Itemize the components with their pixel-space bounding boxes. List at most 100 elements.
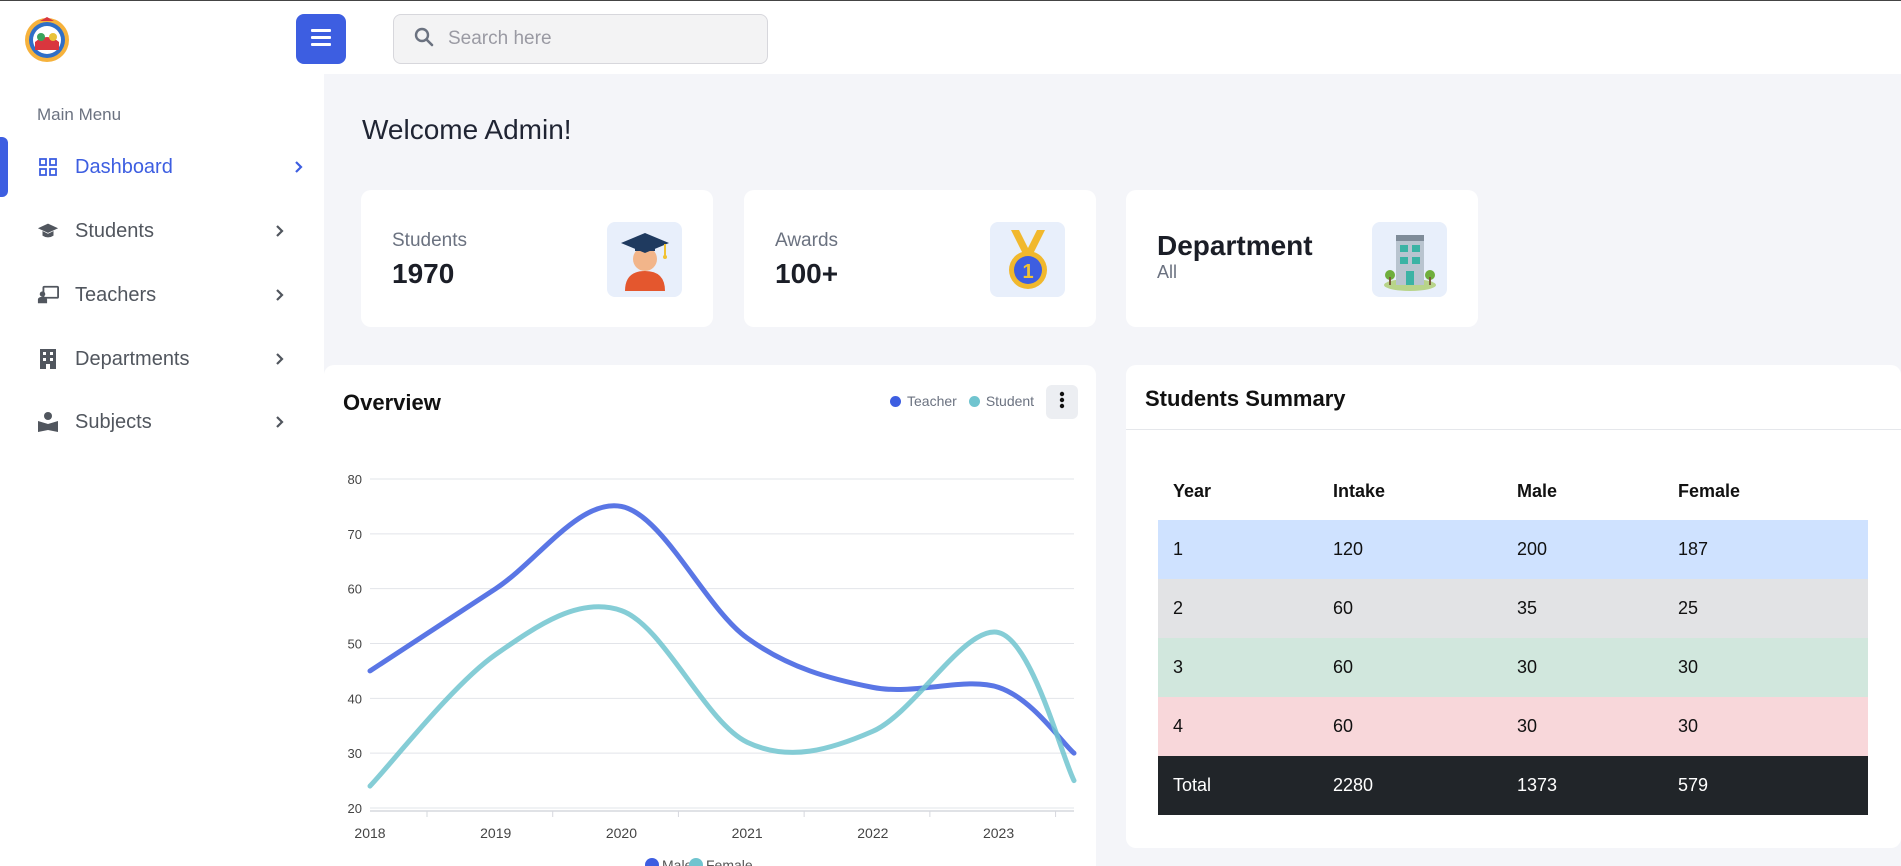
building-icon bbox=[37, 348, 59, 370]
y-tick-label: 40 bbox=[348, 691, 362, 706]
series-line-male bbox=[367, 503, 1077, 756]
svg-text:1: 1 bbox=[1022, 261, 1033, 283]
table-cell: 30 bbox=[1678, 716, 1699, 736]
table-cell: Total bbox=[1173, 775, 1212, 795]
students-summary-card: Students Summary Year Intake Male Female… bbox=[1126, 365, 1901, 848]
more-options-button[interactable] bbox=[1046, 385, 1078, 419]
graduation-cap-icon bbox=[37, 220, 59, 242]
sidebar-item-departments[interactable]: Departments bbox=[0, 333, 324, 385]
sidebar-item-label: Teachers bbox=[75, 283, 157, 306]
divider bbox=[1126, 429, 1901, 430]
x-tick-label: 2019 bbox=[480, 825, 511, 841]
chevron-right-icon bbox=[275, 415, 287, 429]
stat-label: Students bbox=[392, 230, 467, 251]
table-row: 4 60 30 30 bbox=[1158, 697, 1868, 756]
chalkboard-teacher-icon bbox=[37, 284, 59, 306]
chevron-right-icon bbox=[275, 224, 287, 238]
stat-value: All bbox=[1157, 262, 1178, 282]
table-cell: 2 bbox=[1173, 598, 1184, 618]
y-tick-label: 20 bbox=[348, 801, 362, 816]
y-tick-label: 60 bbox=[348, 582, 362, 597]
table-cell: 25 bbox=[1678, 598, 1699, 618]
table-cell: 60 bbox=[1333, 716, 1354, 736]
sidebar-item-label: Departments bbox=[75, 347, 190, 370]
column-header: Male bbox=[1517, 480, 1558, 501]
sidebar-item-dashboard[interactable]: Dashboard bbox=[0, 137, 324, 197]
sidebar-item-label: Dashboard bbox=[75, 155, 173, 178]
page-title: Welcome Admin! bbox=[362, 114, 572, 145]
table-cell: 30 bbox=[1678, 657, 1699, 677]
table-cell: 60 bbox=[1333, 657, 1354, 677]
x-tick-label: 2018 bbox=[354, 825, 385, 841]
hamburger-icon bbox=[311, 28, 331, 51]
graduate-student-icon bbox=[607, 222, 682, 297]
sidebar-item-label: Subjects bbox=[75, 410, 152, 433]
main-menu-title: Main Menu bbox=[37, 105, 122, 124]
legend-dot bbox=[645, 858, 659, 866]
table-row: Total 2280 1373 579 bbox=[1158, 756, 1868, 815]
stat-label: Department bbox=[1157, 230, 1313, 261]
stat-value: 100+ bbox=[775, 258, 839, 289]
sidebar-item-subjects[interactable]: Subjects bbox=[0, 396, 324, 448]
book-reader-icon bbox=[37, 411, 59, 433]
legend-label: Student bbox=[985, 393, 1035, 409]
y-tick-label: 80 bbox=[348, 472, 362, 487]
legend-label: Teacher bbox=[907, 393, 957, 409]
search-input[interactable] bbox=[448, 28, 748, 50]
grid-icon bbox=[37, 156, 59, 178]
department-building-icon bbox=[1372, 222, 1447, 297]
y-tick-label: 50 bbox=[348, 637, 362, 652]
table-cell: 579 bbox=[1678, 775, 1709, 795]
search-icon bbox=[414, 27, 434, 52]
chevron-right-icon bbox=[275, 352, 287, 366]
legend-dot bbox=[968, 395, 980, 407]
sidebar-item-students[interactable]: Students bbox=[0, 205, 324, 257]
school-logo[interactable] bbox=[24, 15, 70, 65]
chevron-right-icon bbox=[294, 160, 306, 174]
table-cell: 35 bbox=[1517, 598, 1538, 618]
stat-card-students: Students 1970 bbox=[361, 190, 713, 327]
table-cell: 200 bbox=[1517, 539, 1548, 559]
chevron-right-icon bbox=[275, 288, 287, 302]
overview-line-chart: 20 30 40 50 60 70 80 2018 2019 2020 2021 2022 2023 Ma… bbox=[348, 472, 1077, 866]
sidebar-item-teachers[interactable]: Teachers bbox=[0, 269, 324, 321]
x-tick-label: 2023 bbox=[983, 825, 1014, 841]
active-indicator bbox=[0, 137, 8, 197]
x-tick-label: 2021 bbox=[732, 825, 763, 841]
table-cell: 60 bbox=[1333, 598, 1354, 618]
stat-card-awards: Awards 100+ 1 bbox=[744, 190, 1096, 327]
legend-item-student[interactable]: Student bbox=[968, 393, 1035, 409]
table-row: 1 120 200 187 bbox=[1158, 520, 1868, 579]
table-cell: 2280 bbox=[1333, 775, 1374, 795]
table-cell: 30 bbox=[1517, 657, 1538, 677]
table-cell: 4 bbox=[1173, 716, 1184, 736]
table-row: 3 60 30 30 bbox=[1158, 638, 1868, 697]
table-cell: 30 bbox=[1517, 716, 1538, 736]
legend-item-teacher[interactable]: Teacher bbox=[890, 393, 957, 409]
overview-title: Overview bbox=[343, 390, 441, 415]
table-header-row: Year Intake Male Female bbox=[1158, 462, 1868, 520]
legend-label: Female bbox=[706, 857, 753, 866]
legend-dot bbox=[689, 858, 703, 866]
column-header: Female bbox=[1678, 480, 1741, 501]
y-tick-label: 70 bbox=[348, 527, 362, 542]
legend-dot bbox=[890, 395, 901, 407]
x-tick-label: 2020 bbox=[606, 825, 637, 841]
sidebar: Main Menu Dashboard Students Teachers bbox=[0, 0, 324, 866]
stat-card-department: Department All bbox=[1126, 190, 1478, 327]
menu-toggle-button[interactable] bbox=[296, 14, 346, 64]
table-cell: 120 bbox=[1333, 539, 1364, 559]
medal-icon: 1 bbox=[990, 222, 1065, 297]
series-line-female bbox=[367, 604, 1077, 789]
stat-label: Awards bbox=[775, 230, 839, 251]
x-tick-label: 2022 bbox=[857, 825, 888, 841]
y-tick-label: 30 bbox=[348, 746, 362, 761]
kebab-menu-icon bbox=[1059, 391, 1065, 414]
overview-legend: Teacher Student bbox=[890, 393, 1046, 409]
table-cell: 1 bbox=[1173, 539, 1184, 559]
students-summary-table: Year Intake Male Female 1 120 200 187 2 60 35 2… bbox=[1158, 462, 1868, 815]
search-box[interactable] bbox=[393, 14, 768, 64]
legend-label: Male bbox=[662, 857, 693, 866]
overview-card: Overview Teacher Student 20 30 40 50 60 70 80 2… bbox=[324, 365, 1096, 866]
table-cell: 3 bbox=[1173, 657, 1184, 677]
